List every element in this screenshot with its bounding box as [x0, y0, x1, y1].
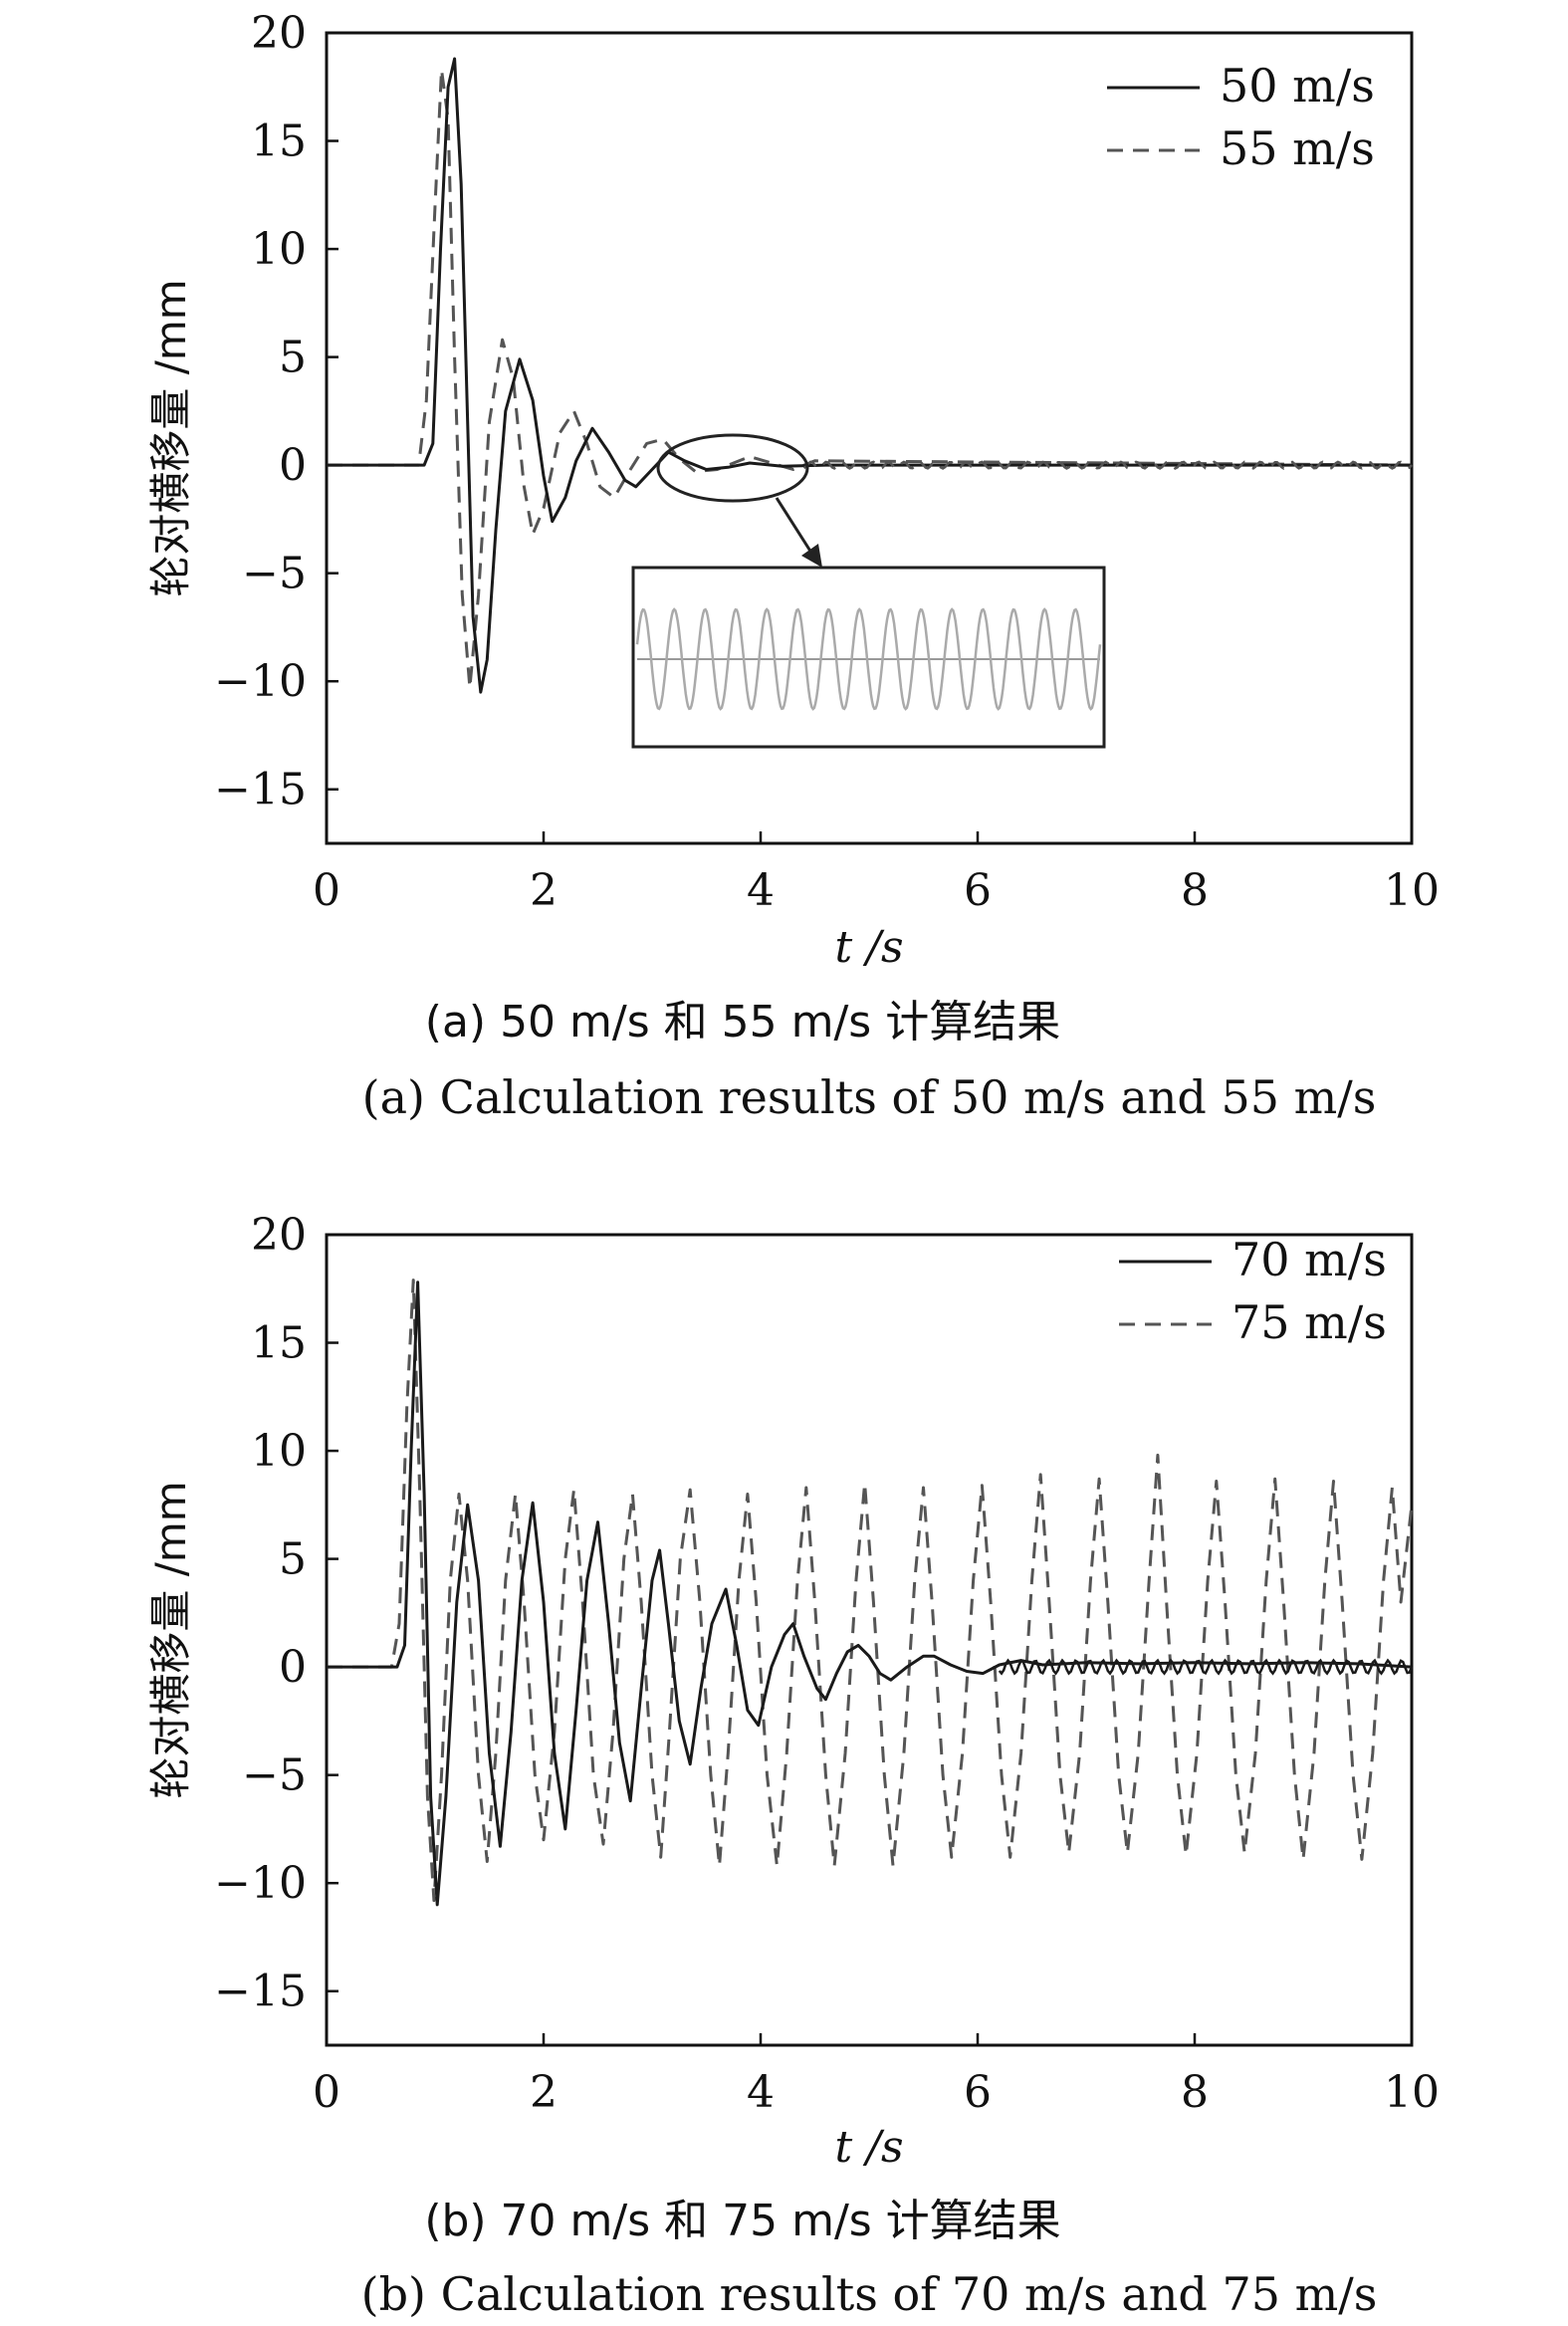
x-tick-label: 10 — [1384, 865, 1440, 916]
x-tick-label: 8 — [1181, 2067, 1209, 2118]
x-axis-label: t /s — [834, 2122, 903, 2173]
series-lines — [327, 57, 1413, 694]
y-tick-label: 10 — [251, 1426, 307, 1477]
legend-label-75: 75 m/s — [1232, 1295, 1387, 1349]
x-tick-label: 4 — [747, 865, 775, 916]
x-tick-label: 8 — [1181, 865, 1209, 916]
x-tick-label: 4 — [747, 2067, 775, 2118]
zoom-ellipse — [656, 433, 809, 503]
y-tick-label: −5 — [242, 1750, 307, 1801]
x-tick-label: 2 — [530, 865, 558, 916]
y-tick-label: 0 — [279, 440, 307, 491]
panel-b: 0 2 4 6 8 10 −15 −10 −5 0 5 10 15 20 轮对横移量 /mm t /s 7… — [146, 1210, 1440, 2321]
y-tick-label: 10 — [251, 224, 307, 275]
legend: 50 m/s 55 m/s — [1107, 59, 1375, 175]
legend-label-70: 70 m/s — [1232, 1233, 1387, 1286]
x-tick-label: 0 — [313, 2067, 340, 2118]
plot-frame — [325, 31, 1414, 845]
caption-cn: (b) 70 m/s 和 75 m/s 计算结果 — [424, 2196, 1060, 2246]
axis-ticks: 0 2 4 6 8 10 −15 −10 −5 0 5 10 15 20 — [214, 1210, 1440, 2118]
y-tick-label: 15 — [251, 116, 307, 167]
y-tick-label: −15 — [214, 765, 307, 815]
caption-en: (a) Calculation results of 50 m/s and 55… — [362, 1070, 1377, 1124]
y-tick-label: 15 — [251, 1318, 307, 1369]
caption-en: (b) Calculation results of 70 m/s and 75… — [361, 2267, 1378, 2321]
zoom-arrow — [775, 497, 813, 554]
x-tick-label: 6 — [964, 865, 992, 916]
y-tick-label: 0 — [279, 1642, 307, 1693]
inset-oscillation — [635, 607, 1102, 711]
y-tick-label: 5 — [279, 1534, 307, 1585]
caption-cn: (a) 50 m/s 和 55 m/s 计算结果 — [425, 997, 1060, 1047]
y-axis-label: 轮对横移量 /mm — [146, 1481, 195, 1798]
series-line-70-residual — [998, 1658, 1414, 1676]
inset — [631, 566, 1106, 749]
panel-a: 0 2 4 6 8 10 −15 −10 −5 0 5 10 15 20 轮对横移量 /mm t /s 5… — [146, 8, 1440, 1124]
legend: 70 m/s 75 m/s — [1119, 1233, 1387, 1349]
y-tick-label: 20 — [251, 1210, 307, 1261]
y-tick-label: −5 — [242, 549, 307, 599]
plot-frame — [325, 1233, 1414, 2047]
series-line-75-m-s — [327, 1279, 1414, 1903]
x-tick-label: 6 — [964, 2067, 992, 2118]
series-line-70-m-s — [327, 1280, 1413, 1907]
axis-ticks: 0 2 4 6 8 10 −15 −10 −5 0 5 10 15 20 — [214, 8, 1440, 916]
y-tick-label: −10 — [214, 1858, 307, 1909]
inset-frame — [631, 566, 1106, 749]
x-axis-label: t /s — [834, 922, 903, 973]
series-line-55-residual — [802, 460, 1413, 470]
y-tick-label: 5 — [279, 333, 307, 383]
y-tick-label: −10 — [214, 656, 307, 707]
x-tick-label: 10 — [1384, 2067, 1440, 2118]
y-axis-label: 轮对横移量 /mm — [146, 279, 195, 596]
x-tick-label: 2 — [530, 2067, 558, 2118]
series-line-50-m-s — [327, 57, 1412, 694]
y-tick-label: −15 — [214, 1967, 307, 2017]
zoom-arrow-head — [801, 544, 822, 568]
legend-label-50: 50 m/s — [1220, 59, 1375, 113]
y-tick-label: 20 — [251, 8, 307, 59]
series-lines — [327, 1279, 1414, 1907]
x-tick-label: 0 — [313, 865, 340, 916]
legend-label-55: 55 m/s — [1220, 121, 1375, 175]
